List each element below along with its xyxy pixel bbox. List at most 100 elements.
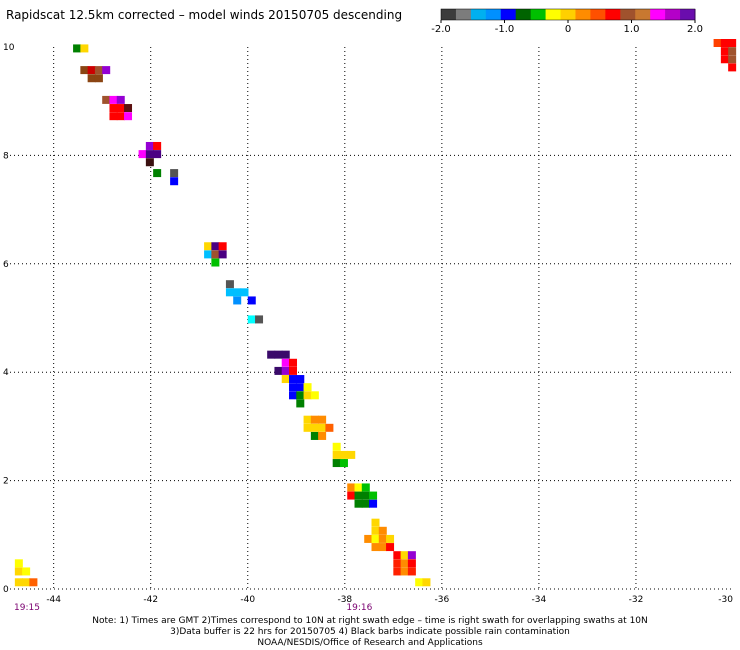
wind-cell [281,375,290,384]
wind-cell [422,578,431,587]
colorbar-swatch [500,9,517,20]
wind-cell [29,578,38,587]
wind-cell [14,578,23,587]
wind-cell [378,534,387,543]
wind-cell [225,288,234,297]
note-line-1: Note: 1) Times are GMT 2)Times correspon… [92,616,648,626]
wind-cell [310,415,319,424]
x-tick-label: -40 [240,595,255,605]
colorbar-swatch [680,9,696,20]
wind-cell [109,104,118,113]
wind-cell [400,551,409,560]
colorbar-swatch [530,9,547,20]
wind-cell [407,567,416,576]
wind-cell [204,250,213,259]
wind-cell [94,74,103,83]
map-title: Rapidscat 12.5km corrected – model winds… [6,8,403,22]
x-tick-label: -38 [337,595,352,605]
time-label: 19:16 [346,603,372,613]
colorbar-swatch [665,9,681,20]
wind-cell [145,150,154,159]
wind-cell [102,66,111,75]
wind-cell [289,391,298,400]
colorbar-swatch [575,9,591,20]
wind-cell [153,141,162,150]
wind-cell [354,499,363,508]
wind-cell [274,350,283,359]
wind-cell [255,315,264,324]
wind-cell [728,63,737,72]
y-tick-label: 2 [3,477,9,487]
wind-cell [720,47,729,56]
colorbar-swatch [455,9,472,20]
wind-cell [240,288,249,297]
wind-cell [145,158,154,167]
note-line-3: NOAA/NESDIS/Office of Research and Appli… [257,638,483,648]
x-tick-label: -32 [629,595,644,605]
wind-cell [378,526,387,535]
wind-cell [318,415,327,424]
x-tick-label: -34 [532,595,547,605]
wind-cell [369,499,378,508]
wind-cell [303,391,312,400]
wind-cell [303,383,312,392]
wind-cell [354,483,363,492]
wind-cell [211,258,220,267]
wind-cell [393,551,402,560]
wind-cell [361,483,370,492]
wind-cell [720,39,729,47]
colorbar-swatch [650,9,666,20]
footer-notes: Note: 1) Times are GMT 2)Times correspon… [0,616,740,649]
wind-cell [332,450,341,459]
wind-cell [124,104,133,113]
colorbar-tick-label: 0 [565,24,571,35]
wind-cell [378,543,387,552]
note-line-2: 3)Data buffer is 22 hrs for 20150705 4) … [170,627,570,637]
wind-cell [289,358,298,367]
wind-cell [289,366,298,375]
wind-cell [369,491,378,500]
x-tick-label: -42 [143,595,158,605]
wind-cell [138,150,147,159]
x-tick-label: -36 [435,595,450,605]
wind-cell [310,431,319,440]
y-tick-label: 0 [3,585,9,595]
wind-cell [22,578,31,587]
wind-cell [407,559,416,568]
wind-cell [153,169,162,178]
wind-cell [318,423,327,432]
wind-cell [296,375,305,384]
colorbar-swatch [620,9,636,20]
wind-cell [400,559,409,568]
colorbar-swatch [545,9,562,20]
wind-cell [361,491,370,500]
wind-cell [347,483,356,492]
wind-cell [325,423,334,432]
wind-cell [247,296,256,305]
x-tick-label: -30 [718,595,733,605]
wind-cell [386,534,395,543]
wind-cell [332,442,341,451]
wind-cell [393,567,402,576]
wind-cell [289,375,298,384]
wind-cell [22,567,31,576]
wind-cell [109,112,118,121]
wind-cell [211,250,220,259]
wind-cell [116,112,125,121]
colorbar-swatch [560,9,576,20]
colorbar-tick-label: 2.0 [687,24,703,35]
wind-cell [400,567,409,576]
y-tick-label: 8 [3,151,9,161]
wind-cell [347,491,356,500]
wind-cell [339,450,348,459]
wind-cell [94,66,103,75]
y-tick-label: 4 [3,368,9,378]
colorbar-swatch [515,9,532,20]
wind-cell [371,543,380,552]
wind-cell [87,74,96,83]
colorbar-swatch [605,9,621,20]
colorbar-swatch [485,9,502,20]
wind-cell [73,44,82,53]
colorbar-swatch [441,9,457,20]
